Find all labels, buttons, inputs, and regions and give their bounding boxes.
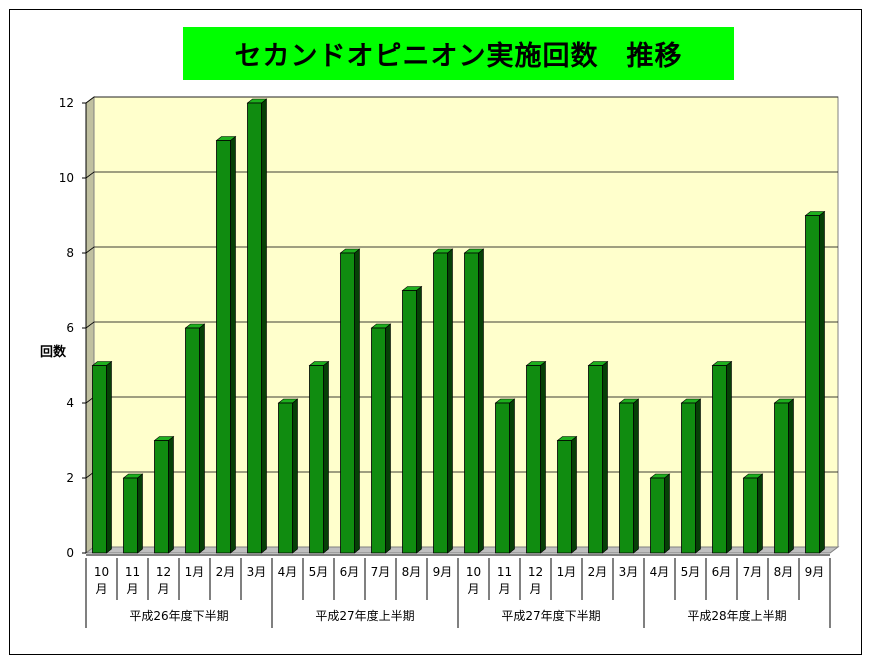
category-label: 1月 <box>185 565 205 579</box>
category-label: 月 <box>498 582 510 596</box>
y-tick-label: 10 <box>59 171 74 185</box>
bar-side <box>602 360 608 554</box>
bar <box>154 440 169 554</box>
bar-side <box>478 248 484 554</box>
bar-side <box>664 473 670 554</box>
category-label: 6月 <box>340 565 360 579</box>
category-label: 7月 <box>371 565 391 579</box>
category-label: 4月 <box>278 565 298 579</box>
bar <box>619 402 634 554</box>
category-label: 1月 <box>557 565 577 579</box>
category-label: 2月 <box>588 565 608 579</box>
bar-side <box>137 473 143 554</box>
category-label: 3月 <box>247 565 267 579</box>
y-tick-label: 4 <box>66 396 74 410</box>
bar <box>650 477 665 554</box>
bar-side <box>416 285 422 554</box>
bar <box>774 402 789 554</box>
bar <box>371 327 386 554</box>
category-label: 3月 <box>619 565 639 579</box>
category-label: 月 <box>95 582 107 596</box>
y-tick-label: 6 <box>66 321 74 335</box>
floor <box>84 546 840 554</box>
y-tick-label: 0 <box>66 546 74 560</box>
bar <box>278 402 293 554</box>
category-label: 2月 <box>216 565 236 579</box>
category-label: 月 <box>467 582 479 596</box>
category-label: 7月 <box>743 565 763 579</box>
bar-side <box>757 473 763 554</box>
category-label: 4月 <box>650 565 670 579</box>
bar-side <box>571 435 577 554</box>
bar-side <box>540 360 546 554</box>
bar-side <box>168 435 174 554</box>
category-label: 9月 <box>805 565 825 579</box>
group-label: 平成26年度下半期 <box>129 608 228 623</box>
bar <box>464 252 479 554</box>
bar <box>92 365 107 554</box>
category-label: 月 <box>157 582 169 596</box>
bar-side <box>385 323 391 554</box>
category-label: 月 <box>529 582 541 596</box>
bar-side <box>199 323 205 554</box>
bar-side <box>819 210 825 554</box>
bar-side <box>726 360 732 554</box>
bar <box>247 102 262 554</box>
category-label: 5月 <box>309 565 329 579</box>
y-axis-label: 回数 <box>40 344 67 360</box>
category-label: 10 <box>466 565 481 579</box>
bar-side <box>788 398 794 554</box>
group-label: 平成27年度下半期 <box>501 608 600 623</box>
bar <box>433 252 448 554</box>
bar <box>712 365 727 554</box>
y-tick-label: 8 <box>66 246 74 260</box>
bar-side <box>447 248 453 554</box>
category-label: 11 <box>497 565 512 579</box>
bar-side <box>695 398 701 554</box>
chart-title: セカンドオピニオン実施回数 推移 <box>234 41 683 72</box>
bar <box>123 477 138 554</box>
category-label: 6月 <box>712 565 732 579</box>
y-tick-label: 2 <box>66 471 74 485</box>
bar <box>805 215 820 554</box>
gridline <box>85 171 838 179</box>
category-label: 12 <box>156 565 171 579</box>
chart-title-box: セカンドオピニオン実施回数 推移 <box>183 27 734 80</box>
category-label: 11 <box>125 565 140 579</box>
gridline <box>85 96 838 104</box>
bar-side <box>292 398 298 554</box>
bar-side <box>509 398 515 554</box>
category-label: 9月 <box>433 565 453 579</box>
y-tick-label: 12 <box>59 96 74 110</box>
category-label: 12 <box>528 565 543 579</box>
bar <box>340 252 355 554</box>
bar <box>216 140 231 554</box>
bar-side <box>323 360 329 554</box>
group-label: 平成28年度上半期 <box>687 608 786 623</box>
bar <box>495 402 510 554</box>
bar <box>402 290 417 554</box>
category-label: 月 <box>126 582 138 596</box>
bar-side <box>633 398 639 554</box>
gridline <box>85 321 838 329</box>
gridline <box>85 246 838 254</box>
bar <box>743 477 758 554</box>
category-label: 10 <box>94 565 109 579</box>
bar <box>588 365 603 554</box>
bar <box>185 327 200 554</box>
category-label: 8月 <box>402 565 422 579</box>
category-label: 5月 <box>681 565 701 579</box>
bar <box>309 365 324 554</box>
bar <box>681 402 696 554</box>
bar-side <box>261 98 267 554</box>
chart-frame <box>9 9 862 655</box>
bar <box>526 365 541 554</box>
group-label: 平成27年度上半期 <box>315 608 414 623</box>
bar <box>557 440 572 554</box>
bar-side <box>106 360 112 554</box>
bar-side <box>354 248 360 554</box>
category-label: 8月 <box>774 565 794 579</box>
bar-side <box>230 135 236 554</box>
